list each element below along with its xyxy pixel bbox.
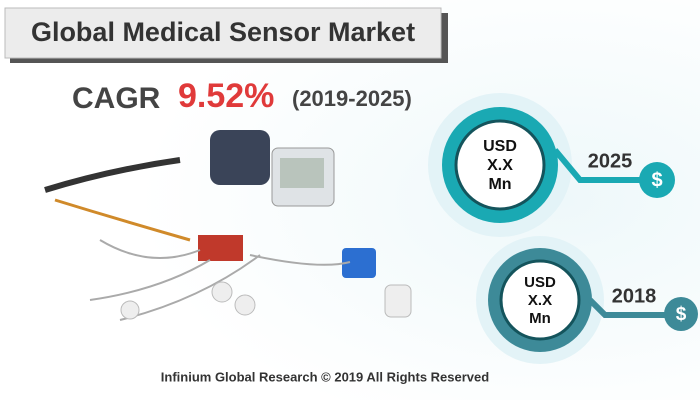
title-box [4, 7, 442, 59]
unit: X.X [487, 157, 513, 174]
cagr-value: 9.52% [178, 77, 274, 115]
device-illustration [44, 130, 412, 321]
cable [54, 198, 191, 242]
chest-strap [44, 157, 181, 193]
inner-circle [499, 259, 581, 341]
inner-circle [454, 119, 546, 211]
unit: USD [524, 274, 556, 291]
board [198, 235, 243, 261]
electrode [120, 300, 140, 320]
blue-device [342, 248, 376, 278]
cagr-label: CAGR [72, 82, 161, 115]
unit: Mn [529, 310, 551, 327]
connector [587, 297, 665, 318]
title: Global Medical Sensor Market [31, 17, 415, 47]
unit: X.X [528, 292, 552, 309]
electrode [234, 294, 256, 316]
year: 2018 [612, 285, 657, 307]
footer: Infinium Global Research © 2019 All Righ… [161, 369, 489, 384]
monitor-screen [280, 158, 324, 188]
cuff [210, 130, 270, 185]
wires [89, 239, 351, 321]
connector [552, 148, 640, 183]
unit: USD [483, 138, 517, 155]
currency: $ [651, 169, 662, 191]
cup [384, 284, 412, 318]
cagr-period: (2019-2025) [292, 86, 412, 111]
currency-badge [664, 297, 698, 331]
currency-badge [639, 162, 675, 198]
unit: Mn [488, 176, 511, 193]
electrode [211, 281, 233, 303]
year: 2025 [588, 150, 633, 172]
currency: $ [676, 304, 687, 325]
